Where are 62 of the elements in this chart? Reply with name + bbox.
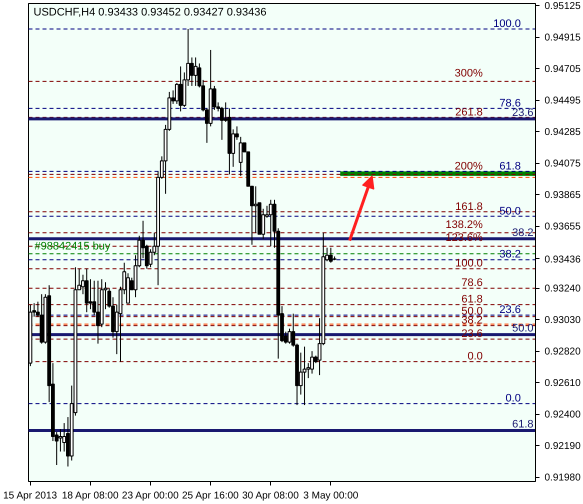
- candlestick: [310, 350, 314, 374]
- y-tick-label: 0.94285: [544, 127, 582, 138]
- y-tick-label: 0.95125: [544, 1, 582, 12]
- y-tick-label: 0.93865: [544, 190, 582, 202]
- y-tick-label: 0.93436: [544, 254, 582, 266]
- candlestick: [288, 328, 292, 344]
- x-tick-label: 23 Apr 00:00: [122, 490, 180, 502]
- candlestick: [178, 66, 183, 112]
- annotation: 38.2: [499, 248, 521, 261]
- annotation: 23.6: [461, 328, 483, 340]
- annotation: 261.8: [455, 106, 483, 118]
- annotation: 61.8: [499, 160, 521, 172]
- annotation: 161.8: [455, 200, 483, 213]
- candlestick: [254, 186, 258, 234]
- candlestick: [62, 422, 66, 452]
- annotation: 38.2: [512, 226, 534, 239]
- x-tick-label: 30 Apr 08:00: [242, 490, 300, 502]
- y-tick-label: 0.94075: [544, 158, 582, 170]
- annotation: 123.6%: [445, 232, 484, 244]
- y-tick-label: 0.92610: [544, 378, 582, 390]
- y-tick-label: 0.94495: [544, 96, 582, 107]
- candlestick: [268, 199, 273, 247]
- annotation: 0.0: [506, 392, 521, 405]
- annotation: 50.0: [512, 322, 534, 335]
- candlestick: [88, 278, 92, 310]
- y-tick-label: 0.91980: [544, 472, 582, 484]
- annotation: 50.0: [499, 205, 521, 218]
- annotation: 23.6: [512, 106, 534, 119]
- y-tick-label: 0.94705: [544, 64, 582, 76]
- candlestick: [328, 247, 333, 264]
- y-tick-label: 0.93030: [544, 315, 582, 326]
- annotation: 23.6: [499, 304, 521, 316]
- candlestick: [58, 428, 62, 452]
- candlestick: [84, 268, 89, 313]
- candlestick: [174, 82, 179, 104]
- candlestick: [194, 56, 198, 86]
- annotation: 200%: [454, 160, 484, 172]
- x-tick-label: 15 Apr 2013: [3, 490, 58, 502]
- annotation: 100.0: [455, 258, 483, 270]
- candlestick: [238, 136, 243, 176]
- annotation: 0.0: [468, 350, 483, 363]
- y-tick-label: 0.93240: [544, 284, 582, 295]
- chart-title: USDCHF,H4 0.93433 0.93452 0.93427 0.93436: [34, 6, 267, 18]
- y-tick-label: 0.92820: [544, 346, 582, 358]
- y-tick-label: 0.94915: [544, 32, 582, 44]
- x-tick-label: 3 May 00:00: [303, 490, 359, 502]
- candlestick: [302, 346, 306, 406]
- annotation: 78.6: [499, 97, 521, 110]
- x-tick-label: 25 Apr 16:00: [182, 490, 240, 502]
- y-tick-label: 0.93655: [544, 222, 582, 233]
- candlestick: [96, 280, 100, 344]
- y-tick-label: 0.92400: [544, 410, 582, 421]
- annotation: 138.2%: [445, 218, 484, 231]
- y-tick-label: 0.92190: [544, 441, 582, 452]
- candlestick: [190, 56, 194, 86]
- annotation: 61.8: [461, 294, 483, 306]
- annotation: 61.8: [512, 418, 534, 431]
- x-tick-label: 18 Apr 08:00: [62, 490, 119, 502]
- annotation: 78.6: [461, 277, 483, 290]
- annotation: 300%: [454, 67, 484, 80]
- annotation: 100.0: [493, 18, 521, 30]
- candlestick: [220, 106, 224, 140]
